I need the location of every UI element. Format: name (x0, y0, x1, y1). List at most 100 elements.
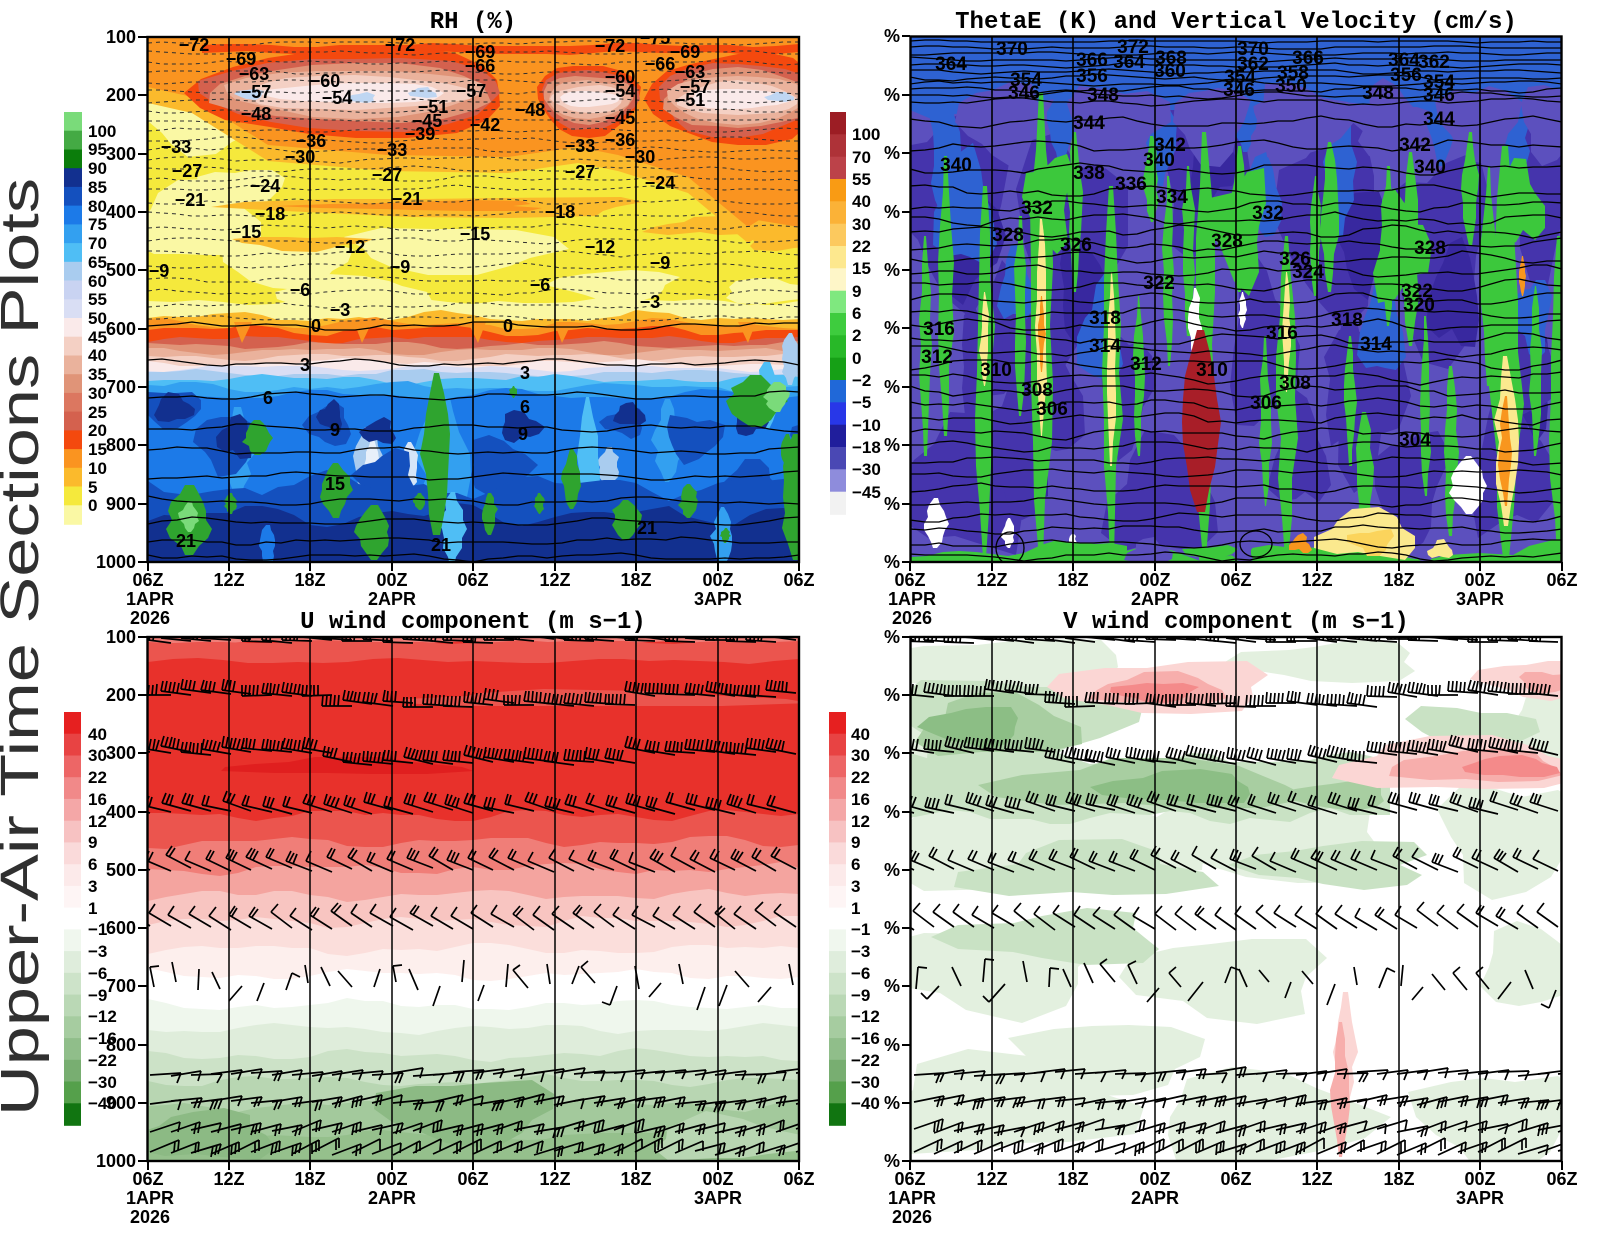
svg-text:22: 22 (851, 768, 870, 787)
svg-text:70: 70 (852, 148, 871, 167)
svg-text:21: 21 (176, 531, 196, 551)
svg-text:20: 20 (88, 421, 107, 440)
svg-text:%: % (884, 143, 900, 163)
svg-text:%: % (884, 918, 900, 938)
svg-text:−27: −27 (172, 161, 203, 181)
svg-text:2026: 2026 (130, 608, 170, 628)
svg-text:1: 1 (88, 899, 97, 918)
svg-text:3: 3 (300, 355, 310, 375)
svg-text:600: 600 (106, 319, 136, 339)
svg-text:326: 326 (1060, 235, 1092, 256)
svg-text:368: 368 (1155, 48, 1187, 69)
svg-text:0: 0 (503, 316, 513, 336)
svg-text:−72: −72 (385, 35, 416, 55)
svg-text:00Z: 00Z (376, 570, 407, 590)
svg-text:0: 0 (311, 316, 321, 336)
svg-text:9: 9 (88, 833, 97, 852)
svg-text:06Z: 06Z (1546, 1169, 1577, 1189)
svg-text:1: 1 (851, 899, 860, 918)
svg-text:40: 40 (88, 346, 107, 365)
svg-text:316: 316 (923, 319, 955, 340)
svg-text:324: 324 (1292, 262, 1324, 283)
svg-text:346: 346 (1223, 80, 1255, 101)
svg-text:−24: −24 (250, 176, 281, 196)
svg-text:%: % (884, 627, 900, 647)
svg-text:%: % (884, 743, 900, 763)
svg-text:2026: 2026 (892, 608, 932, 628)
svg-text:362: 362 (1418, 52, 1450, 73)
svg-text:18Z: 18Z (1057, 570, 1088, 590)
svg-text:22: 22 (852, 237, 871, 256)
svg-text:−27: −27 (565, 162, 596, 182)
svg-text:−45: −45 (605, 108, 636, 128)
svg-text:−22: −22 (851, 1051, 880, 1070)
svg-text:−57: −57 (680, 77, 711, 97)
svg-text:00Z: 00Z (702, 570, 733, 590)
svg-text:18Z: 18Z (1383, 1169, 1414, 1189)
svg-text:−12: −12 (585, 237, 616, 257)
svg-text:%: % (884, 494, 900, 514)
svg-text:3APR: 3APR (1456, 589, 1504, 609)
svg-text:308: 308 (1279, 373, 1311, 394)
svg-text:332: 332 (1021, 198, 1053, 219)
svg-text:12: 12 (851, 812, 870, 831)
svg-text:06Z: 06Z (894, 570, 925, 590)
svg-text:18Z: 18Z (620, 570, 651, 590)
svg-text:1APR: 1APR (888, 589, 936, 609)
svg-text:−39: −39 (405, 124, 436, 144)
svg-text:−66: −66 (645, 54, 676, 74)
svg-text:314: 314 (1360, 334, 1392, 355)
svg-text:40: 40 (851, 725, 870, 744)
svg-text:100: 100 (852, 125, 880, 144)
svg-text:06Z: 06Z (132, 570, 163, 590)
svg-text:2APR: 2APR (368, 1188, 416, 1208)
svg-text:12Z: 12Z (976, 570, 1007, 590)
svg-text:%: % (884, 202, 900, 222)
svg-text:−40: −40 (851, 1094, 880, 1113)
svg-text:100: 100 (106, 627, 136, 647)
svg-text:372: 372 (1117, 37, 1149, 58)
svg-text:85: 85 (88, 178, 107, 197)
svg-text:Upper-Air Time Sections Plots: Upper-Air Time Sections Plots (0, 178, 50, 1116)
svg-text:−75: −75 (640, 28, 671, 48)
svg-text:−30: −30 (88, 1073, 117, 1092)
svg-text:−6: −6 (530, 275, 551, 295)
svg-text:22: 22 (88, 768, 107, 787)
svg-text:316: 316 (1266, 323, 1298, 344)
svg-text:06Z: 06Z (783, 570, 814, 590)
svg-text:06Z: 06Z (1220, 570, 1251, 590)
svg-text:−15: −15 (460, 224, 491, 244)
svg-text:2APR: 2APR (1131, 1188, 1179, 1208)
svg-text:−33: −33 (161, 137, 192, 157)
svg-text:%: % (884, 1151, 900, 1171)
svg-text:312: 312 (1130, 354, 1162, 375)
svg-text:6: 6 (88, 855, 97, 874)
svg-text:06Z: 06Z (457, 570, 488, 590)
svg-text:358: 358 (1277, 63, 1309, 84)
svg-text:200: 200 (106, 685, 136, 705)
svg-text:−63: −63 (239, 64, 270, 84)
svg-text:−51: −51 (418, 97, 449, 117)
svg-text:90: 90 (88, 159, 107, 178)
svg-text:3APR: 3APR (694, 1188, 742, 1208)
svg-text:%: % (884, 26, 900, 46)
svg-text:−9: −9 (88, 986, 107, 1005)
svg-text:%: % (884, 85, 900, 105)
svg-text:356: 356 (1390, 65, 1422, 86)
svg-text:−3: −3 (330, 300, 351, 320)
svg-text:18Z: 18Z (294, 1169, 325, 1189)
svg-text:12Z: 12Z (539, 1169, 570, 1189)
svg-text:−16: −16 (851, 1029, 880, 1048)
svg-text:00Z: 00Z (1139, 570, 1170, 590)
svg-text:346: 346 (1423, 85, 1455, 106)
svg-text:00Z: 00Z (1139, 1169, 1170, 1189)
svg-text:1000: 1000 (96, 552, 136, 572)
svg-text:−57: −57 (456, 81, 487, 101)
svg-text:370: 370 (1237, 39, 1269, 60)
svg-text:−1: −1 (851, 920, 870, 939)
svg-text:344: 344 (1423, 109, 1455, 130)
svg-text:06Z: 06Z (783, 1169, 814, 1189)
svg-text:−9: −9 (149, 261, 170, 281)
svg-text:21: 21 (431, 535, 451, 555)
svg-text:346: 346 (1008, 83, 1040, 104)
